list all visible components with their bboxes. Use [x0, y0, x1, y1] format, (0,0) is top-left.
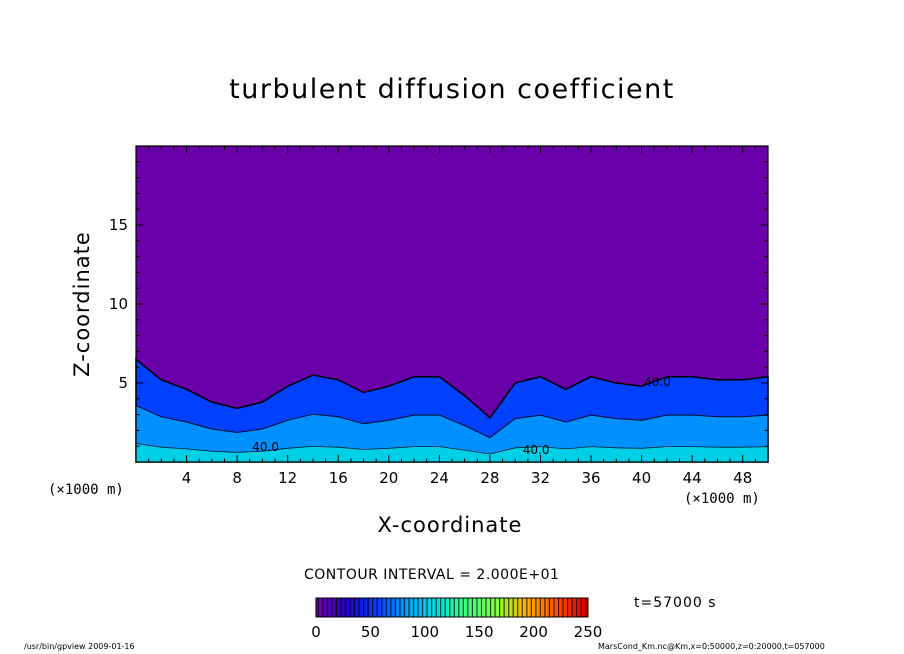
x-axis-unit-left: (×1000 m) — [48, 482, 124, 498]
x-axis-unit-right: (×1000 m) — [684, 491, 760, 507]
y-tick-label: 15 — [109, 216, 128, 234]
contour-label: 40.0 — [644, 375, 671, 389]
colorbar-tick-label: 200 — [519, 623, 548, 641]
x-tick-label: 36 — [581, 469, 600, 487]
x-tick-label: 20 — [379, 469, 398, 487]
x-tick-label: 44 — [683, 469, 702, 487]
colorbar-tick-label: 50 — [361, 623, 380, 641]
y-tick-label: 10 — [109, 295, 128, 313]
chart-title: turbulent diffusion coefficient — [229, 74, 675, 105]
colorbar-tick-label: 100 — [410, 623, 439, 641]
x-tick-label: 16 — [329, 469, 348, 487]
x-tick-label: 4 — [182, 469, 192, 487]
y-tick-label: 5 — [118, 374, 128, 392]
contour-label: 40.0 — [523, 443, 550, 457]
x-tick-label: 28 — [480, 469, 499, 487]
x-tick-label: 48 — [733, 469, 752, 487]
colorbar-frame — [315, 597, 589, 618]
x-axis-title: X-coordinate — [377, 513, 523, 537]
x-tick-label: 24 — [430, 469, 449, 487]
y-axis-title: Z-coordinate — [70, 231, 94, 377]
contour-label: 40.0 — [252, 440, 279, 454]
footer-left: /usr/bin/gpview 2009-01-16 — [24, 642, 135, 651]
colorbar-tick-label: 0 — [311, 623, 321, 641]
colorbar-tick-label: 150 — [465, 623, 494, 641]
x-tick-label: 12 — [278, 469, 297, 487]
contour-interval-label: CONTOUR INTERVAL = 2.000E+01 — [304, 567, 560, 583]
turbulent-layer-core — [135, 443, 769, 463]
x-tick-label: 32 — [531, 469, 550, 487]
colorbar-tick-label: 250 — [574, 623, 603, 641]
x-tick-label: 40 — [632, 469, 651, 487]
footer-right: MarsCond_Km.nc@Km,x=0:50000,z=0:20000,t=… — [598, 642, 825, 651]
x-tick-label: 8 — [232, 469, 242, 487]
time-label: t=57000 s — [634, 595, 717, 611]
